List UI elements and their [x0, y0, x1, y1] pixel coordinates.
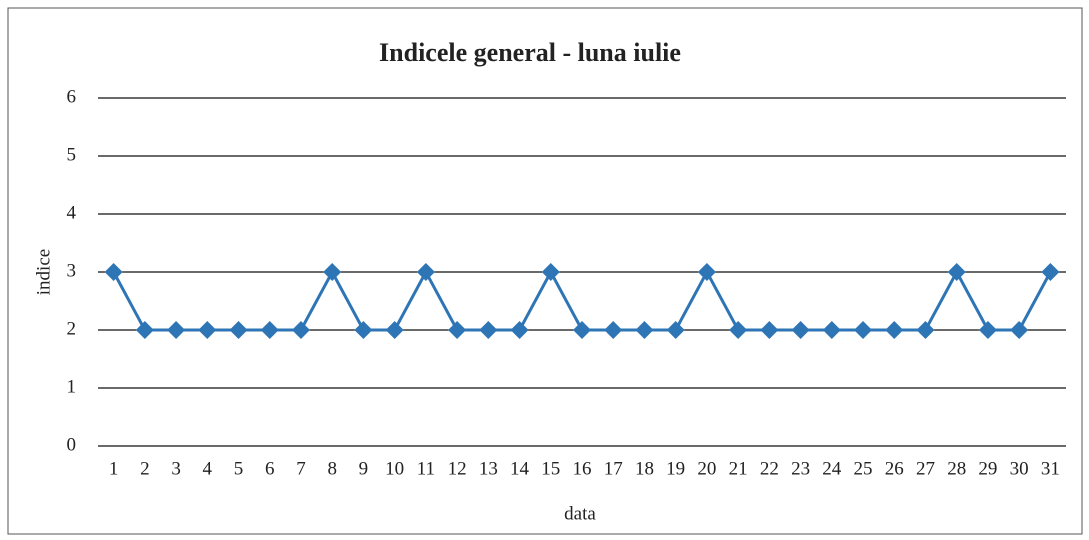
data-marker — [635, 321, 654, 339]
data-marker — [791, 321, 810, 339]
x-tick-label: 11 — [417, 458, 435, 479]
x-tick-label: 7 — [296, 458, 306, 479]
data-marker — [135, 321, 154, 339]
chart-title: Indicele general - luna iulie — [379, 38, 681, 67]
x-tick-label: 30 — [1010, 458, 1029, 479]
data-marker — [822, 321, 841, 339]
x-tick-label: 16 — [573, 458, 592, 479]
x-tick-label: 24 — [822, 458, 842, 479]
y-tick-label: 6 — [67, 86, 77, 107]
data-marker — [697, 263, 716, 281]
x-tick-label: 21 — [729, 458, 748, 479]
data-marker — [291, 321, 310, 339]
x-tick-label: 5 — [234, 458, 244, 479]
data-marker — [385, 321, 404, 339]
data-marker — [323, 263, 342, 281]
data-marker — [978, 321, 997, 339]
x-tick-label: 12 — [448, 458, 467, 479]
x-tick-label: 29 — [978, 458, 997, 479]
y-tick-label: 4 — [67, 202, 77, 223]
x-tick-label: 1 — [109, 458, 119, 479]
x-tick-label: 14 — [510, 458, 530, 479]
x-tick-label: 28 — [947, 458, 966, 479]
x-tick-label: 31 — [1041, 458, 1060, 479]
y-axis-label: indice — [33, 249, 54, 295]
x-tick-label: 25 — [854, 458, 873, 479]
data-marker — [416, 263, 435, 281]
x-tick-label: 15 — [541, 458, 560, 479]
data-marker — [198, 321, 217, 339]
y-tick-label: 2 — [67, 318, 77, 339]
data-marker — [854, 321, 873, 339]
x-tick-label: 22 — [760, 458, 779, 479]
y-tick-label: 5 — [67, 144, 77, 165]
data-marker — [260, 321, 279, 339]
x-tick-label: 26 — [885, 458, 904, 479]
x-tick-label: 8 — [327, 458, 337, 479]
data-marker — [229, 321, 248, 339]
data-marker — [947, 263, 966, 281]
data-marker — [104, 263, 123, 281]
x-tick-label: 6 — [265, 458, 275, 479]
data-marker — [666, 321, 685, 339]
data-marker — [760, 321, 779, 339]
data-marker — [729, 321, 748, 339]
data-marker — [479, 321, 498, 339]
y-tick-label: 3 — [67, 260, 77, 281]
x-tick-label: 13 — [479, 458, 498, 479]
x-tick-label: 2 — [140, 458, 150, 479]
chart-border — [7, 7, 1083, 535]
data-marker — [573, 321, 591, 339]
x-tick-label: 9 — [359, 458, 369, 479]
x-tick-label: 20 — [697, 458, 716, 479]
data-marker — [604, 321, 623, 339]
y-tick-label: 0 — [67, 434, 77, 455]
data-marker — [541, 263, 560, 281]
data-marker — [167, 321, 186, 339]
x-tick-label: 27 — [916, 458, 935, 479]
data-marker — [1010, 321, 1029, 339]
x-tick-label: 19 — [666, 458, 685, 479]
x-axis-label: data — [564, 503, 596, 524]
data-marker — [916, 321, 935, 339]
data-marker — [448, 321, 467, 339]
x-tick-label: 4 — [203, 458, 213, 479]
y-tick-label: 1 — [67, 376, 77, 397]
x-tick-label: 3 — [171, 458, 181, 479]
data-marker — [885, 321, 904, 339]
data-marker — [354, 321, 373, 339]
x-tick-label: 10 — [385, 458, 404, 479]
data-marker — [510, 321, 529, 339]
x-tick-label: 17 — [604, 458, 623, 479]
data-marker — [1041, 263, 1060, 281]
x-tick-label: 23 — [791, 458, 810, 479]
x-tick-label: 18 — [635, 458, 654, 479]
